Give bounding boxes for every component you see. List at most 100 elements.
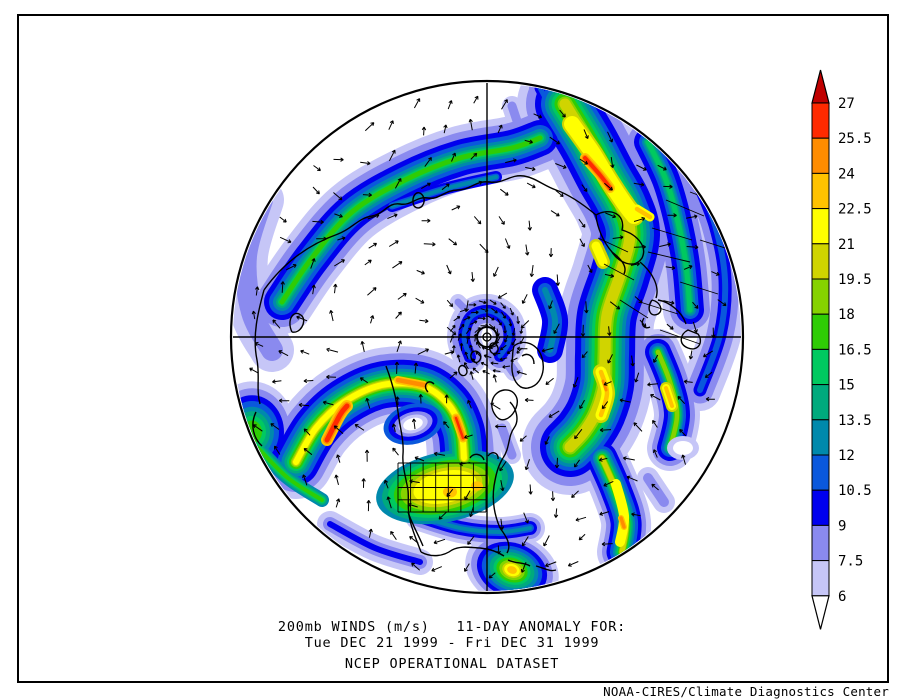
contour-band-atlantic-jet-orange [601, 379, 608, 392]
country-border [665, 199, 705, 217]
contour-eye-horseshoe-eye [403, 417, 423, 431]
colorbar-band [811, 419, 830, 456]
crosshair-graticule [233, 83, 741, 591]
contour-band-atlantic-jet-yellow [598, 369, 610, 418]
contour-fill-layer [233, 83, 741, 591]
contour-band-sw-rim-lavender [327, 521, 423, 565]
coastline [412, 192, 425, 209]
coastline [488, 342, 499, 355]
contour-band-horseshoe-red-west [324, 403, 350, 443]
coastline [511, 341, 544, 389]
coastline [385, 365, 422, 553]
country-border [651, 227, 693, 241]
colorbar-scale: 27 25.5 24 22.5 21 19.5 18 16.5 15 13.5 12 10.5 9 7.5… [811, 69, 872, 630]
colorbar-band [811, 278, 830, 315]
coastline [657, 299, 687, 325]
attribution-text: NOAA-CIRES/Climate Diagnostics Center [603, 684, 889, 699]
contour-band-scandinavia-core [583, 156, 612, 190]
colorbar-band [811, 208, 830, 245]
wind-vector-arrows [249, 95, 727, 579]
contour-band-mexico-blue-band [418, 514, 532, 534]
colorbar-band [811, 313, 830, 350]
colorbar-tick-label: 22.5 [838, 202, 872, 218]
contour-spot-us-amber-spot2 [471, 481, 483, 491]
coastline [535, 565, 557, 572]
colorbar-tick-label: 24 [838, 166, 855, 182]
plot-frame-border [17, 14, 889, 683]
colorbar-under-arrow [811, 595, 830, 630]
coastline [469, 453, 485, 461]
colorbar-tick-label: 7.5 [838, 554, 863, 570]
colorbar-over-arrow [811, 69, 830, 104]
coastline [680, 329, 702, 350]
coastline [420, 546, 505, 557]
colorbar-tick-label: 19.5 [838, 272, 872, 288]
us-state-grid [397, 462, 487, 513]
colorbar-band [811, 454, 830, 491]
coastline [507, 559, 531, 567]
coastline [407, 511, 424, 547]
contour-band-horseshoe-orange-east [454, 416, 465, 440]
coastline [648, 299, 662, 316]
coastline [424, 381, 435, 393]
dataset-label: NCEP OPERATIONAL DATASET [344, 656, 560, 672]
colorbar-band [811, 489, 830, 526]
colorbar-tick-label: 13.5 [838, 413, 872, 429]
coastline [502, 401, 518, 459]
colorbar-band [811, 384, 830, 421]
contour-eye-azores-eye [673, 441, 693, 455]
contour-band-e-europe-yellow [664, 386, 674, 408]
polar-vortex-arrows [449, 299, 525, 375]
colorbar-band [811, 243, 830, 280]
colorbar-band [811, 172, 830, 210]
coastline [254, 289, 265, 405]
colorbar-band [811, 102, 830, 139]
coastline [595, 211, 645, 265]
contour-band-siberia-band [279, 135, 543, 305]
coastline [639, 261, 658, 299]
colorbar-tick-label: 25.5 [838, 131, 872, 147]
contour-band-barents-navy [542, 287, 559, 353]
colorbar: 27 25.5 24 22.5 21 19.5 18 16.5 15 13.5 12 10.5 9 7.5… [804, 62, 900, 642]
coastline [263, 175, 597, 291]
plot-title-line2: Tue DEC 21 1999 - Fri DEC 31 1999 [304, 635, 600, 651]
country-border [639, 301, 679, 315]
contour-band-wpacific-rim-green [256, 446, 324, 502]
colorbar-tick-label: 9 [838, 518, 846, 534]
coastline [252, 411, 263, 447]
contour-band-sw-atlantic-orange [619, 516, 626, 529]
coastline [487, 452, 499, 460]
coastline-layer [252, 175, 741, 572]
contour-spot-gulf-cuba-blob [507, 566, 517, 574]
pole-marker-outer [476, 326, 498, 348]
country-border [647, 251, 691, 263]
map-rim-circle [229, 79, 745, 595]
coastline [289, 312, 305, 333]
colorbar-tick-label: 16.5 [838, 342, 872, 358]
contour-band-siberia-streak2 [390, 175, 498, 208]
contour-band-ural-yellow-spot [634, 206, 653, 220]
contour-band-east-coast-lav [497, 423, 517, 460]
colorbar-tick-label: 10.5 [838, 483, 872, 499]
country-border [619, 299, 649, 319]
colorbar-tick-label: 12 [838, 448, 855, 464]
contour-band-ne-parallel-band [645, 139, 693, 313]
colorbar-band [811, 560, 830, 597]
coastline [492, 457, 504, 529]
pole-marker-inner [482, 332, 492, 342]
colorbar-tick-label: 6 [838, 589, 846, 605]
contour-band-horseshoe-orange-top [395, 377, 427, 388]
colorbar-tick-label: 18 [838, 307, 855, 323]
colorbar-tick-label: 27 [838, 96, 855, 112]
coastline [499, 527, 510, 554]
country-border [603, 263, 635, 281]
colorbar-band [811, 524, 830, 562]
plot-title-line1: 200mb WINDS (m/s) 11-DAY ANOMALY FOR: [277, 619, 627, 635]
colorbar-tick-label: 21 [838, 237, 855, 253]
coastline [521, 353, 535, 365]
country-border [679, 281, 719, 295]
contour-band-se-rim-lavender [643, 473, 669, 507]
colorbar-band [811, 137, 830, 174]
